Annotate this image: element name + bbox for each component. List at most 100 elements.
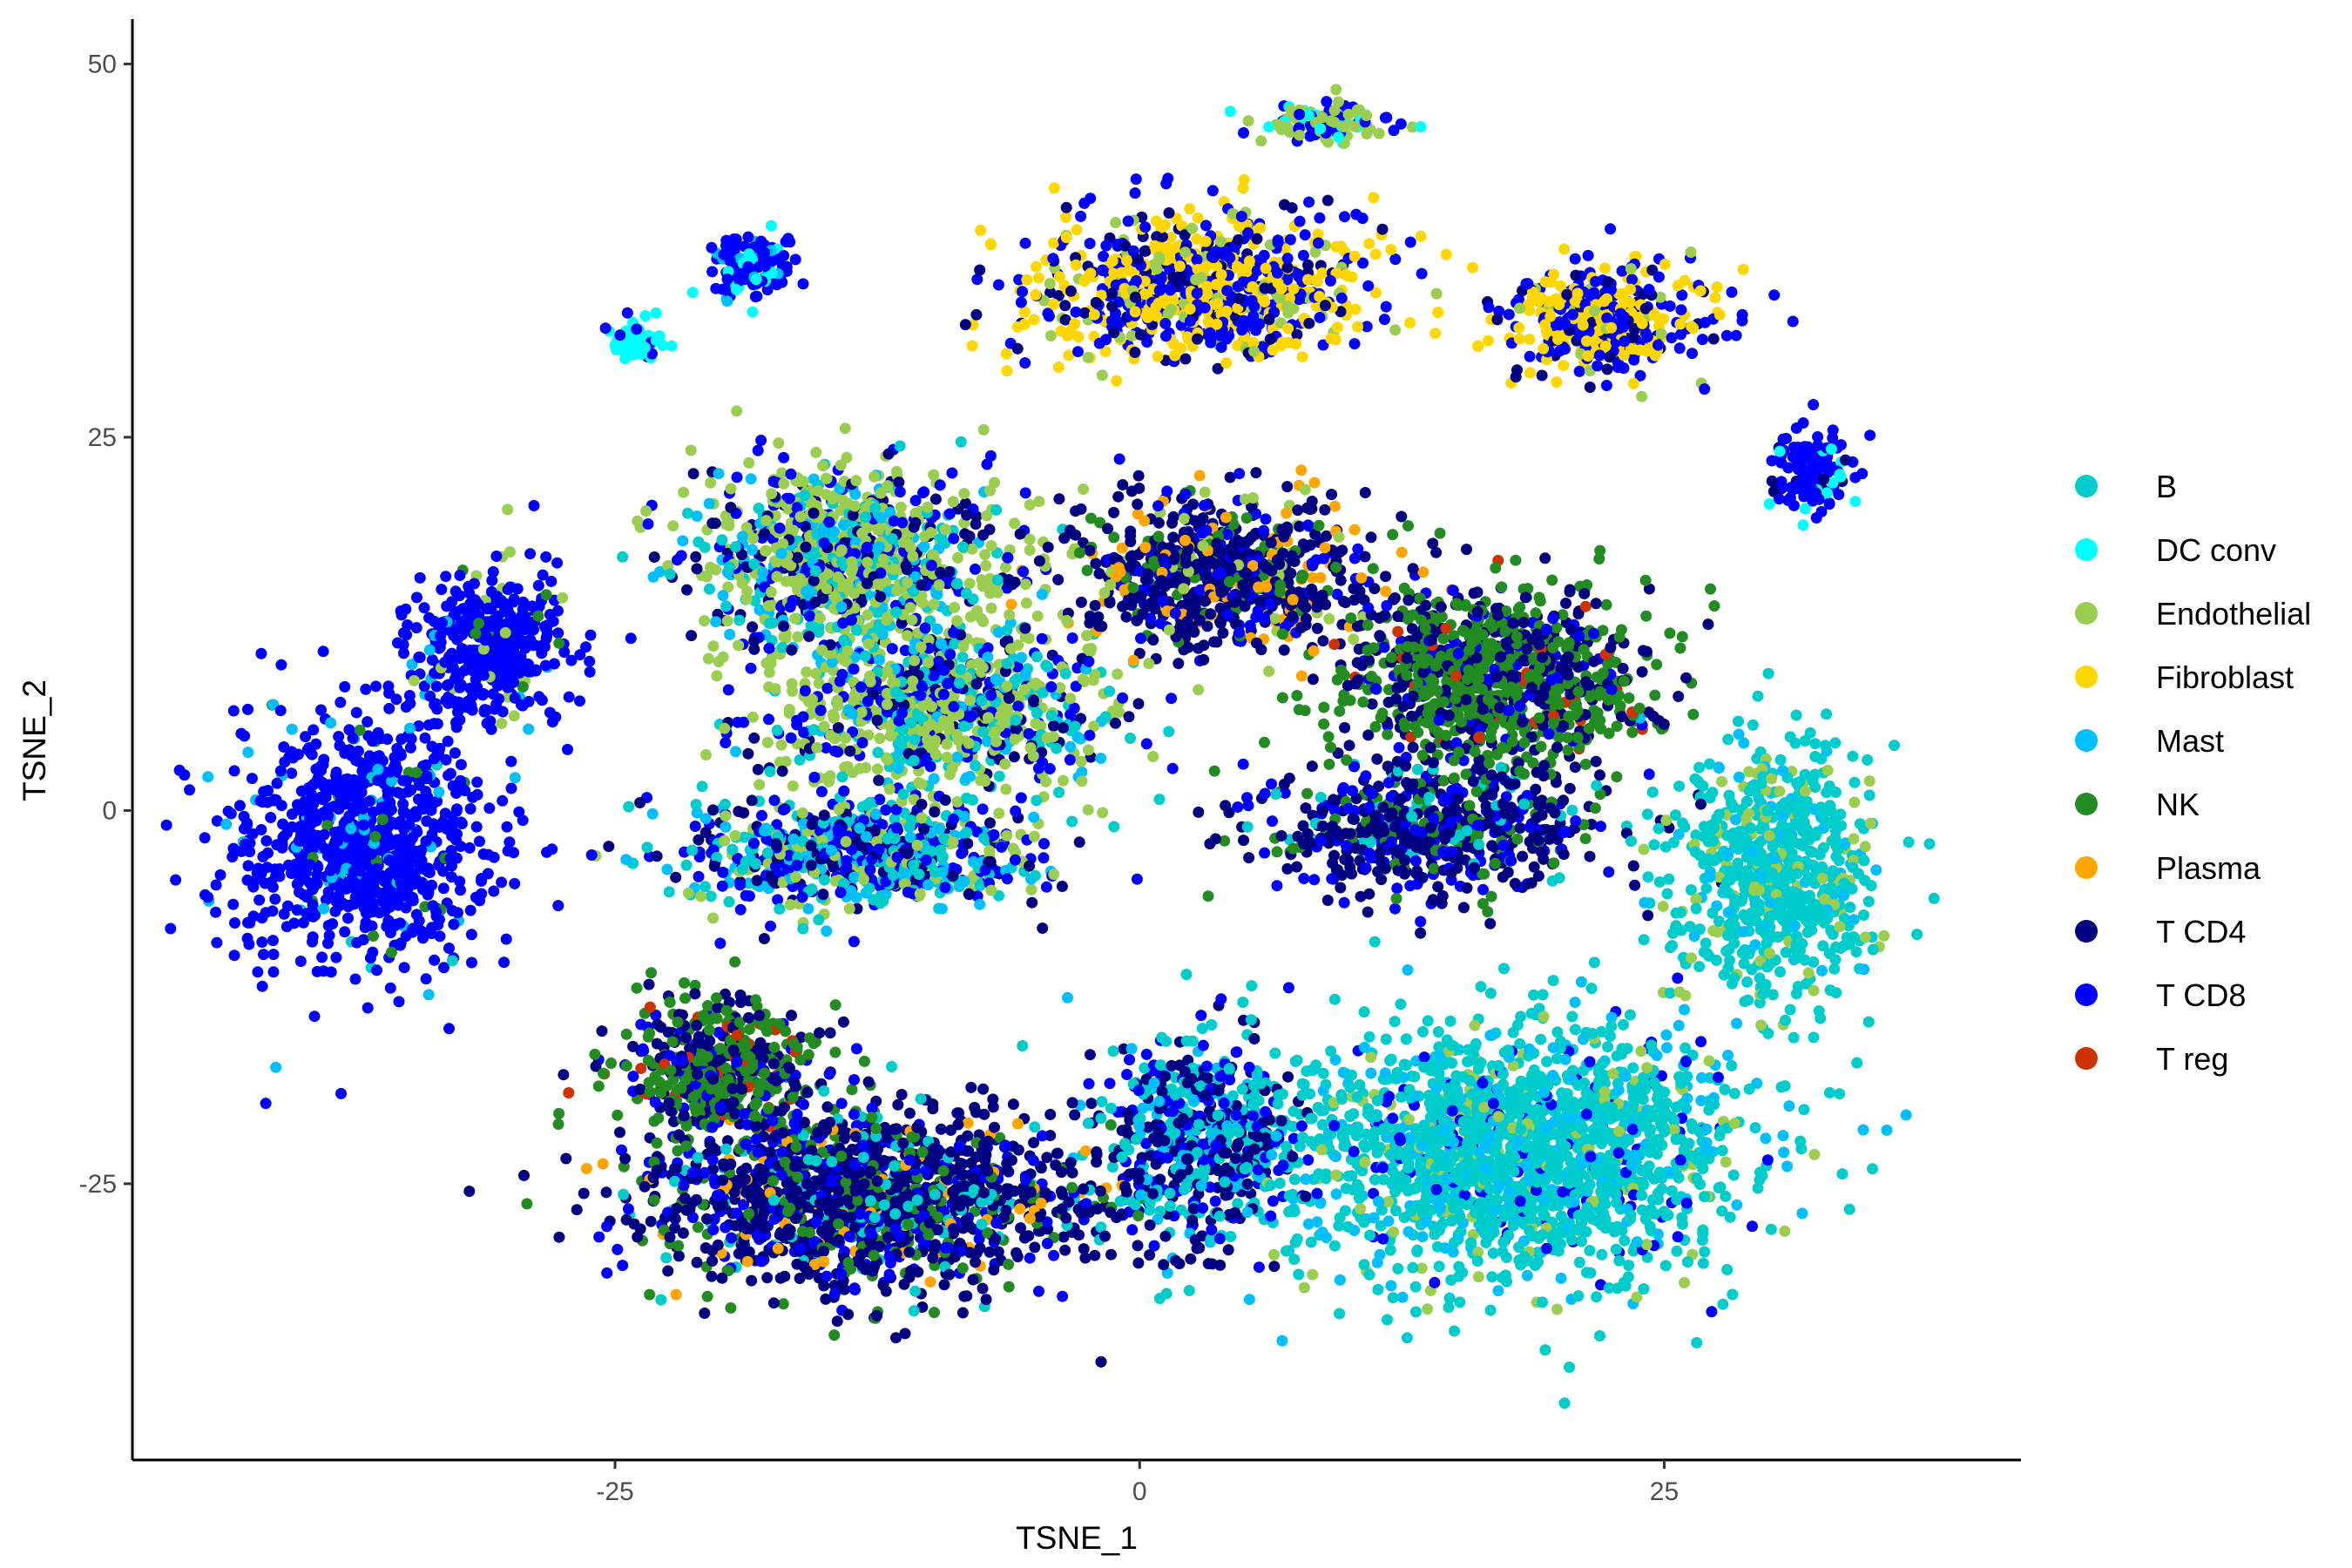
scatter-point [1192, 212, 1204, 224]
scatter-point [228, 765, 240, 777]
scatter-point [1253, 1261, 1265, 1274]
scatter-point [1558, 1397, 1571, 1409]
scatter-point [1020, 597, 1032, 609]
scatter-point [763, 600, 774, 612]
scatter-point [1719, 1084, 1731, 1096]
scatter-point [1799, 503, 1811, 515]
scatter-point [979, 549, 991, 561]
scatter-point [936, 902, 948, 915]
scatter-point [666, 340, 678, 352]
scatter-point [1722, 1050, 1734, 1061]
scatter-point [1009, 517, 1021, 530]
scatter-point [364, 952, 376, 964]
scatter-point [1358, 1041, 1370, 1053]
scatter-point [1642, 909, 1654, 922]
scatter-point [242, 703, 253, 715]
scatter-point [952, 551, 963, 564]
scatter-point [1367, 563, 1379, 575]
scatter-point [1702, 618, 1714, 631]
scatter-point [523, 723, 535, 735]
scatter-point [362, 1002, 374, 1014]
scatter-point [787, 780, 799, 792]
scatter-point [1200, 220, 1212, 232]
scatter-point [1436, 890, 1449, 902]
scatter-point [724, 628, 736, 640]
scatter-point [1648, 839, 1660, 851]
scatter-point [702, 1000, 714, 1011]
scatter-point [1517, 850, 1529, 862]
scatter-point [1726, 1059, 1738, 1071]
scatter-point [713, 656, 725, 668]
scatter-point [1107, 1045, 1119, 1058]
scatter-point [411, 591, 422, 604]
scatter-point [874, 794, 886, 806]
scatter-point [824, 1027, 836, 1039]
scatter-point [1503, 308, 1515, 321]
scatter-point [210, 879, 222, 891]
scatter-point [794, 754, 806, 766]
scatter-point [1044, 1108, 1057, 1120]
scatter-point [787, 685, 799, 697]
scatter-point [1555, 1272, 1567, 1284]
scatter-point [1078, 483, 1090, 495]
scatter-point [1596, 1248, 1608, 1260]
scatter-point [1700, 937, 1712, 950]
scatter-point [1112, 668, 1124, 680]
scatter-point [748, 732, 760, 744]
scatter-point [537, 569, 549, 581]
scatter-point [991, 586, 1004, 598]
scatter-point [1224, 105, 1236, 118]
scatter-point [755, 435, 767, 446]
scatter-point [1784, 1004, 1796, 1016]
scatter-point [563, 691, 575, 703]
scatter-point [1361, 321, 1373, 333]
scatter-point [1297, 249, 1309, 261]
scatter-point [562, 743, 573, 755]
scatter-point [1267, 1195, 1279, 1207]
scatter-point [370, 680, 382, 693]
scatter-point [408, 674, 420, 686]
scatter-point [999, 561, 1011, 573]
scatter-point [1154, 1059, 1166, 1071]
scatter-point [989, 1121, 1000, 1133]
scatter-point [418, 680, 430, 693]
scatter-point [1371, 753, 1383, 765]
scatter-point [1664, 942, 1676, 954]
scatter-point [959, 319, 971, 331]
scatter-point [617, 551, 629, 563]
scatter-point [275, 659, 287, 671]
scatter-point [789, 612, 801, 625]
scatter-point [832, 721, 844, 733]
scatter-point [651, 1137, 663, 1149]
scatter-point [1524, 334, 1536, 346]
scatter-point [505, 782, 517, 794]
scatter-point [267, 966, 280, 978]
scatter-point [1196, 1023, 1208, 1035]
scatter-point [277, 818, 289, 830]
scatter-point [1167, 510, 1179, 523]
scatter-point [668, 1116, 679, 1127]
scatter-point [1105, 1248, 1117, 1260]
scatter-point [631, 982, 643, 994]
scatter-point [1191, 233, 1203, 245]
scatter-point [1708, 600, 1720, 612]
scatter-point [977, 1083, 990, 1095]
scatter-point [1060, 211, 1072, 223]
scatter-point [1348, 594, 1361, 606]
scatter-point [1639, 574, 1652, 586]
scatter-point [1129, 187, 1141, 199]
scatter-point [1566, 1010, 1578, 1023]
scatter-point [1833, 489, 1845, 501]
scatter-point [1165, 232, 1177, 244]
scatter-point [687, 468, 700, 480]
scatter-point [1352, 321, 1364, 333]
scatter-point [1246, 980, 1258, 992]
scatter-point [1053, 493, 1065, 505]
scatter-point [1094, 517, 1106, 529]
scatter-point [1627, 1062, 1639, 1074]
scatter-point [1358, 1139, 1370, 1151]
scatter-point [1551, 376, 1563, 389]
scatter-point [662, 1265, 674, 1277]
scatter-point [1700, 882, 1713, 895]
scatter-point [1340, 840, 1352, 852]
